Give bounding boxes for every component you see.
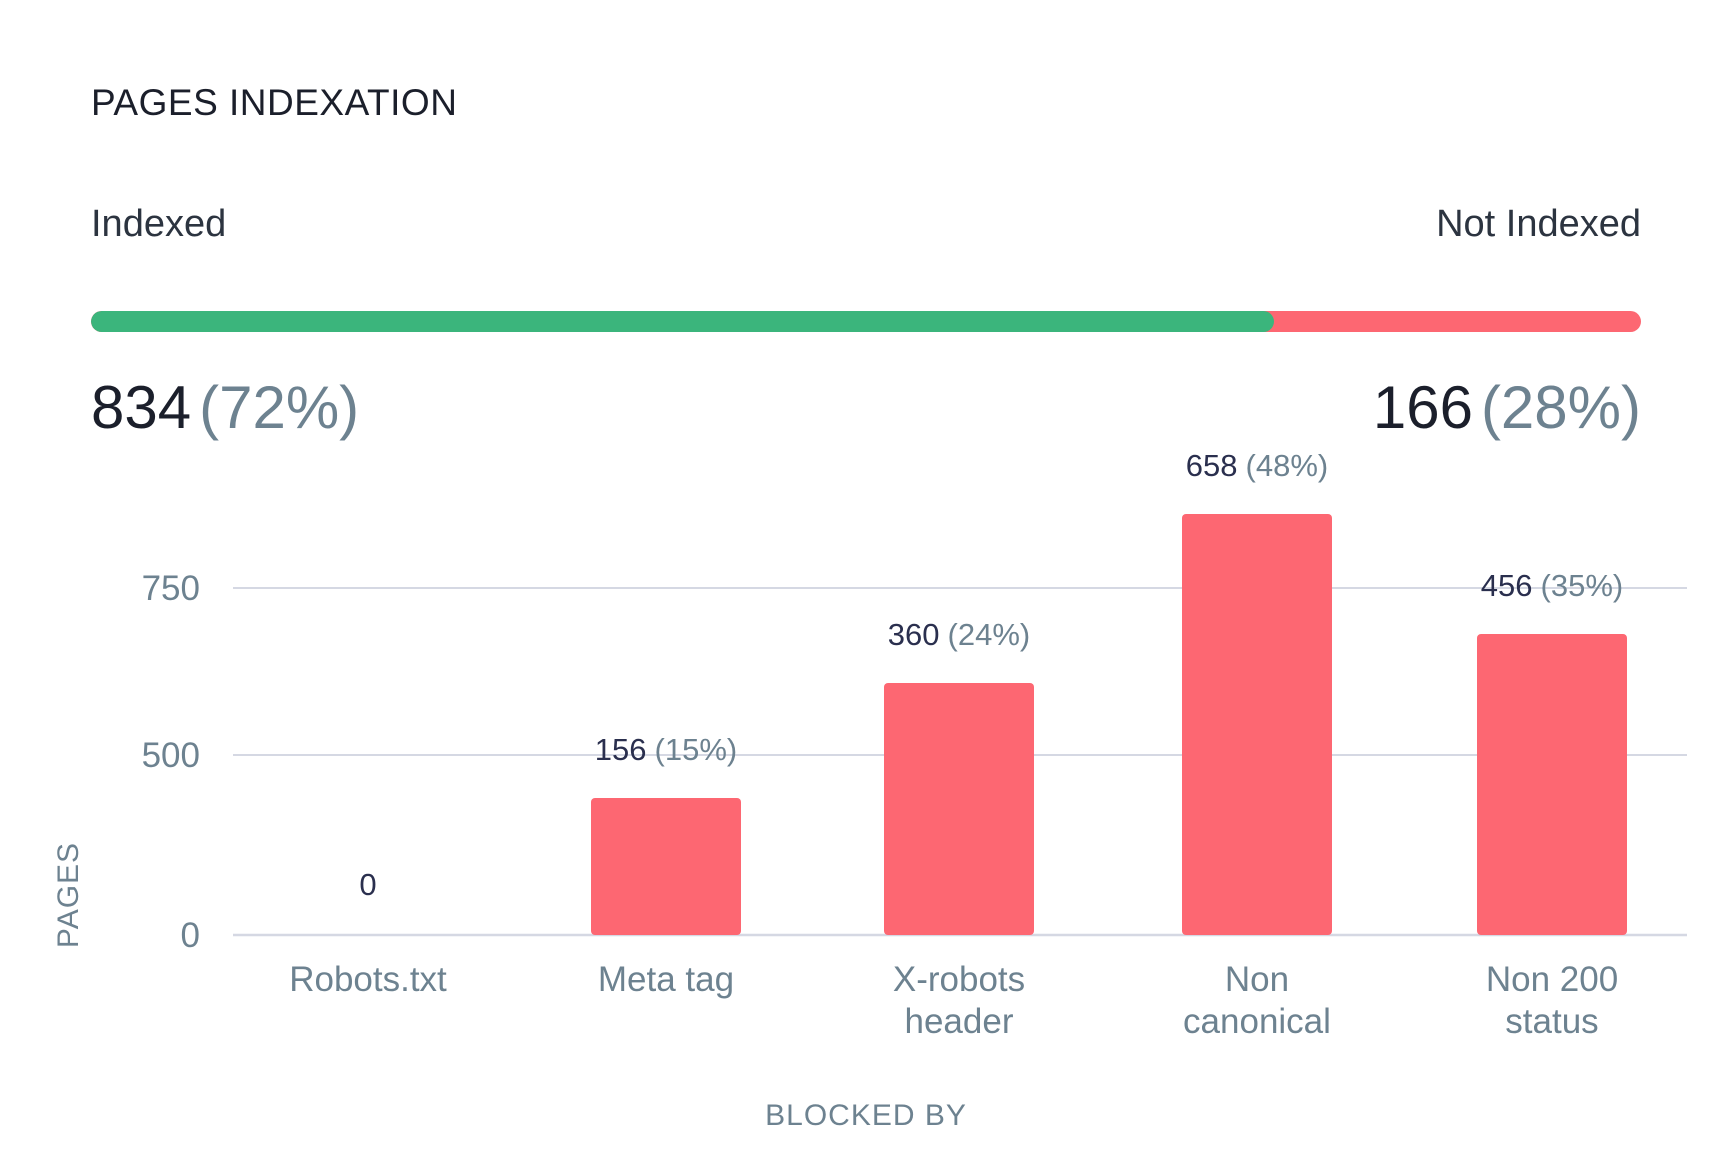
category-label-line-4-1: status (1505, 1002, 1598, 1041)
bar-4 (1477, 634, 1627, 935)
bar-3 (1182, 514, 1332, 935)
category-label-0: Robots.txt (289, 960, 447, 999)
not-indexed-stat: 166 (28%) (1373, 378, 1641, 438)
value-number-4: 456 (1481, 568, 1533, 603)
bar-1 (591, 798, 741, 935)
not-indexed-percent: (28%) (1480, 374, 1641, 441)
indexed-stat: 834 (72%) (91, 378, 359, 438)
category-label-line-0-0: Robots.txt (289, 960, 447, 999)
category-label-line-4-0: Non 200 (1486, 960, 1618, 999)
y-tick-label-500: 500 (142, 736, 200, 775)
value-number-1: 156 (595, 732, 647, 767)
y-tick-label-750: 750 (142, 569, 200, 608)
indexed-label: Indexed (91, 203, 227, 245)
value-percent-1: (15%) (655, 732, 738, 767)
category-label-line-3-1: canonical (1183, 1002, 1331, 1041)
category-label-line-3-0: Non (1225, 960, 1289, 999)
category-label-line-2-0: X-robots (893, 960, 1025, 999)
value-percent-2: (24%) (948, 617, 1031, 652)
category-label-3: Non canonical (1183, 960, 1331, 1041)
value-label-3: 658 (48%) (1186, 448, 1328, 483)
not-indexed-count: 166 (1372, 374, 1473, 441)
not-indexed-label: Not Indexed (1436, 203, 1641, 245)
bar-2 (884, 683, 1034, 935)
y-axis-label: PAGES (52, 842, 85, 948)
indexed-percent: (72%) (199, 374, 360, 441)
indexed-progress-fill (91, 311, 1274, 332)
category-label-line-2-1: header (905, 1002, 1014, 1041)
value-percent-4: (35%) (1541, 568, 1624, 603)
indexed-count: 834 (91, 374, 192, 441)
category-label-2: X-robots header (893, 960, 1025, 1041)
value-percent-3: (48%) (1246, 448, 1329, 483)
category-label-line-1-0: Meta tag (598, 960, 734, 999)
x-axis-label: BLOCKED BY (765, 1099, 967, 1132)
value-label-2: 360 (24%) (888, 617, 1030, 652)
value-label-4: 456 (35%) (1481, 568, 1623, 603)
value-number-2: 360 (888, 617, 940, 652)
indexation-progress-bar (91, 311, 1641, 332)
value-label-1: 156 (15%) (595, 732, 737, 767)
category-label-1: Meta tag (598, 960, 734, 999)
category-label-4: Non 200 status (1486, 960, 1618, 1041)
value-number-0: 0 (359, 867, 376, 902)
value-number-3: 658 (1186, 448, 1238, 483)
y-tick-label-0: 0 (181, 916, 200, 955)
card-title: PAGES INDEXATION (91, 82, 458, 123)
value-label-0: 0 (359, 867, 376, 902)
